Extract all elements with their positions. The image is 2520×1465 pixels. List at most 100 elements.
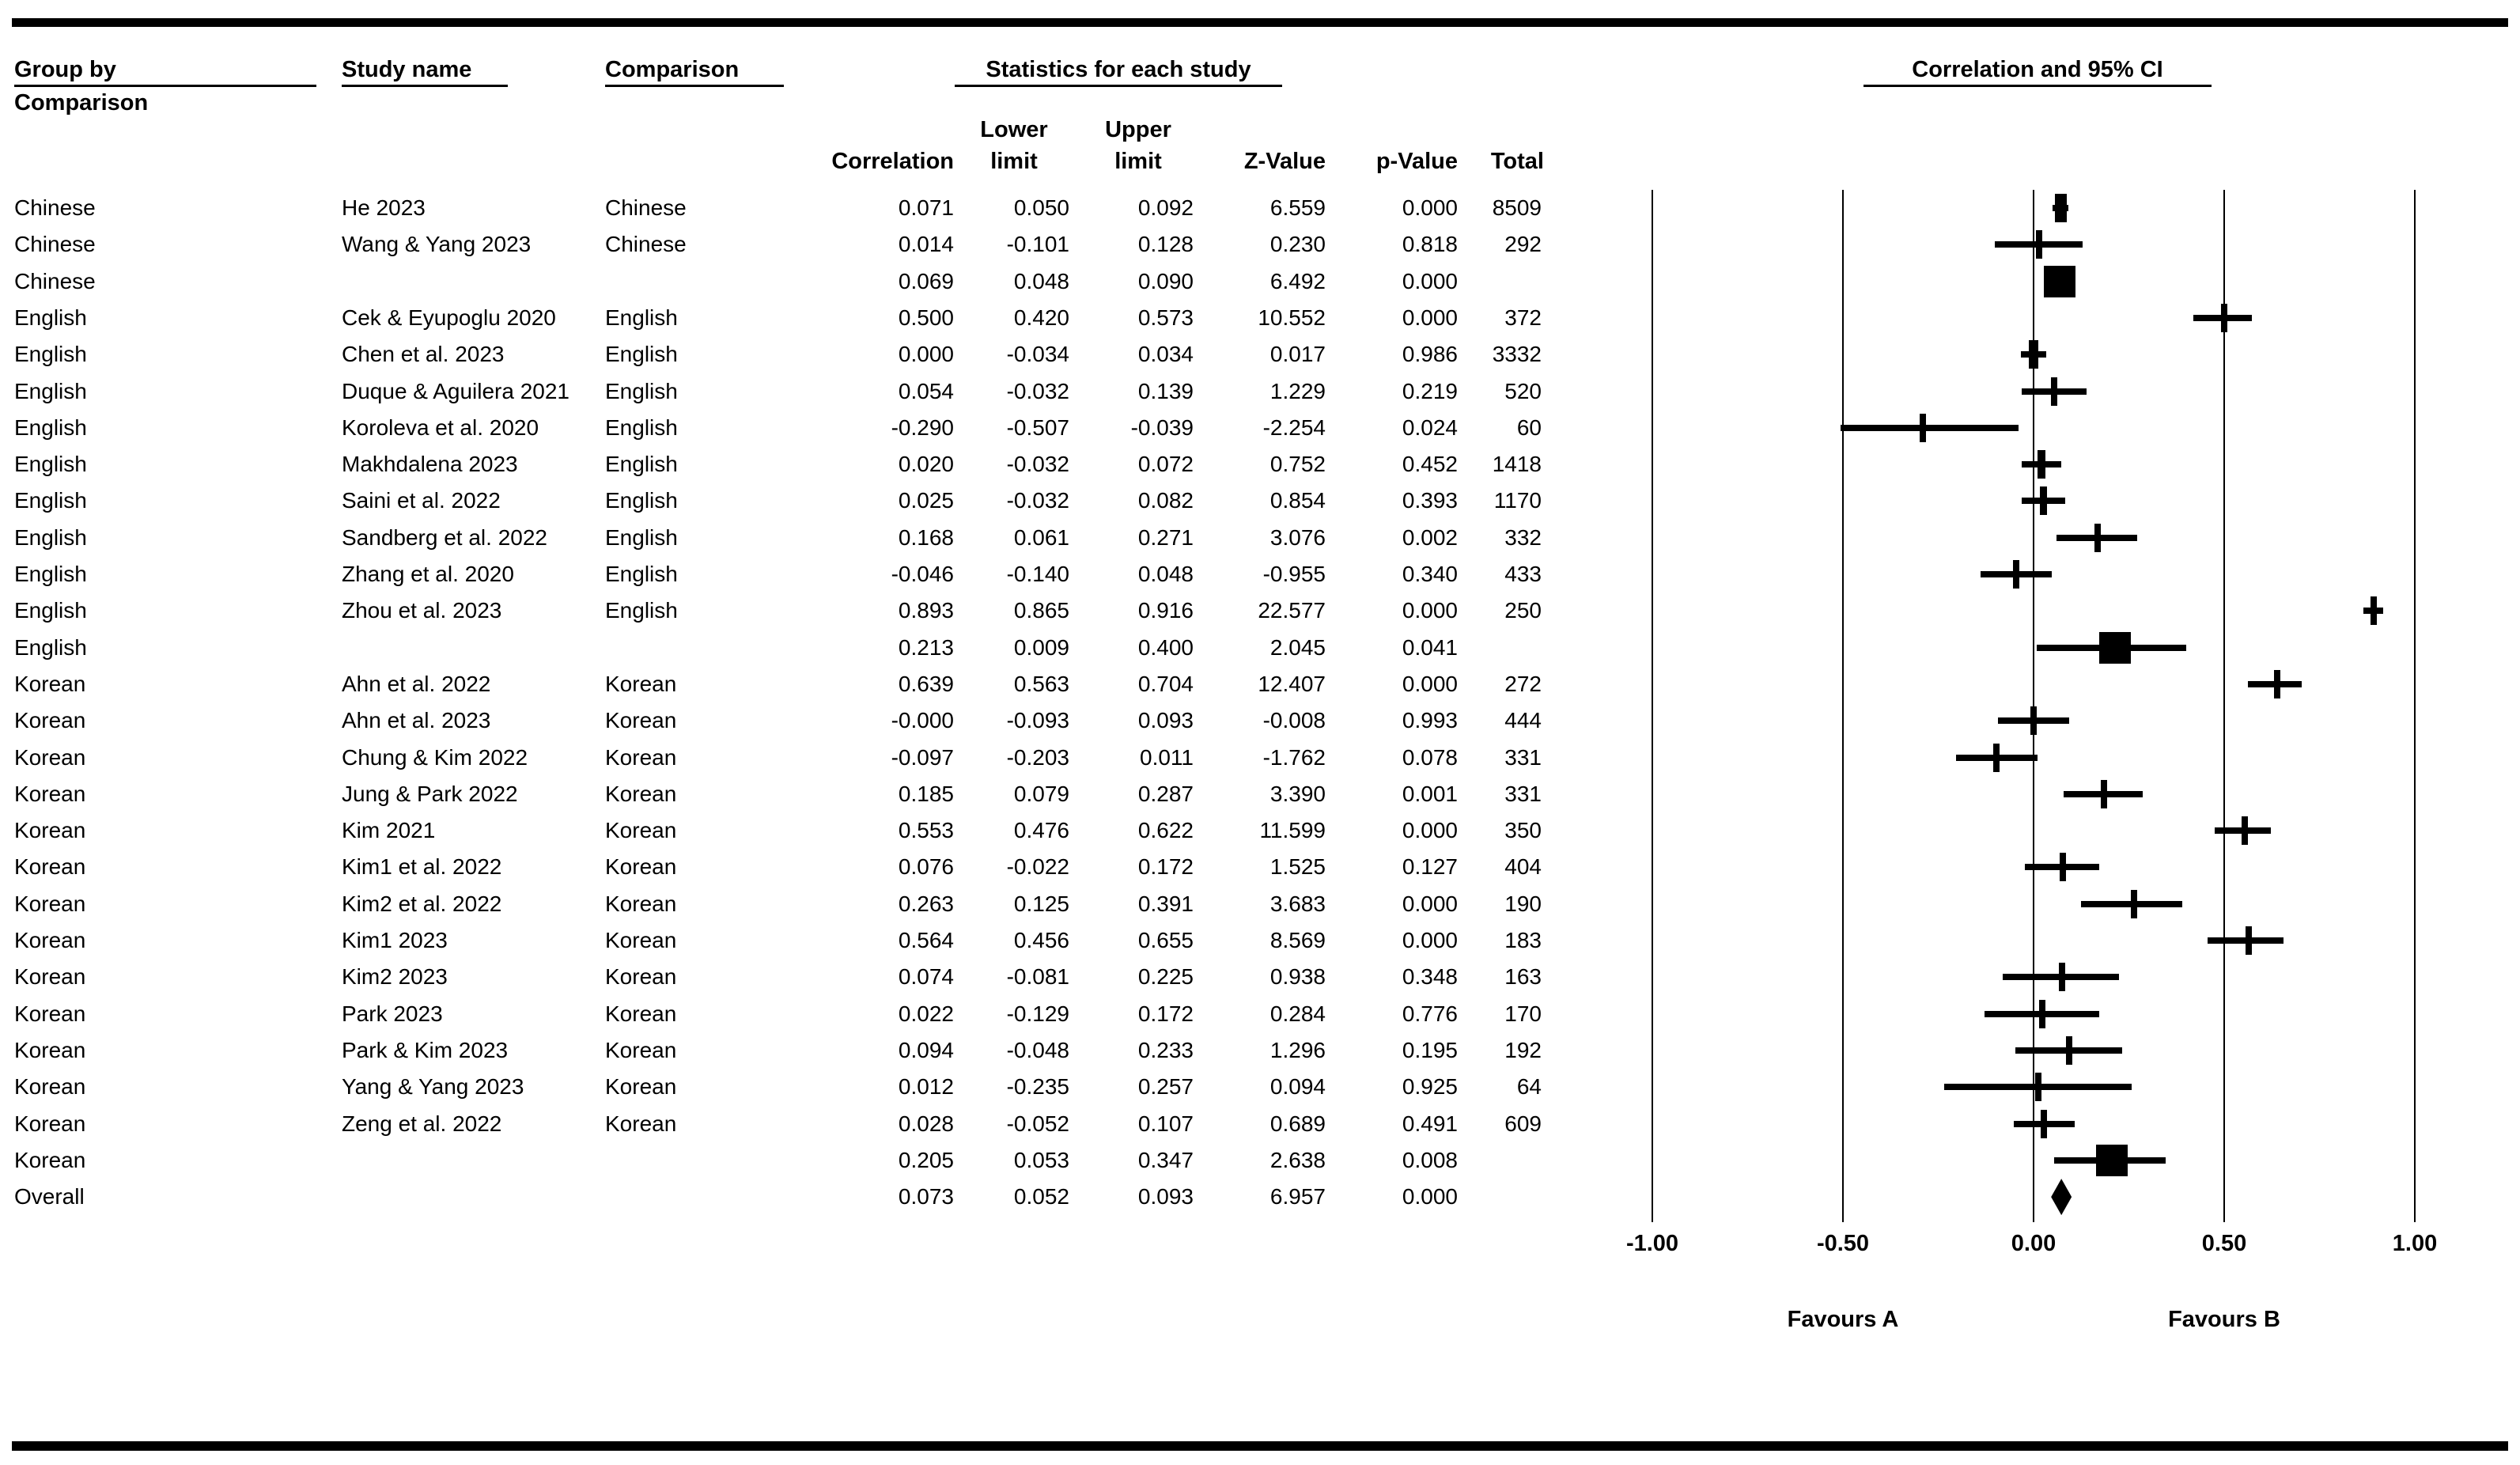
cell-p-value: 0.000 xyxy=(1402,1184,1458,1209)
cell-lower-limit: -0.235 xyxy=(1006,1074,1069,1100)
cell-p-value: 0.078 xyxy=(1402,744,1458,770)
cell-group: English xyxy=(14,452,87,477)
cell-comparison: English xyxy=(605,524,678,550)
cell-correlation: 0.074 xyxy=(898,964,954,990)
cell-p-value: 0.000 xyxy=(1402,598,1458,623)
cell-total: 1418 xyxy=(1492,452,1542,477)
col-header-correlation: Correlation xyxy=(831,149,954,174)
cell-study-name: Saini et al. 2022 xyxy=(342,488,501,513)
cell-total: 332 xyxy=(1504,524,1542,550)
cell-group: English xyxy=(14,598,87,623)
point-marker xyxy=(1993,743,2000,772)
cell-z-value: -0.955 xyxy=(1262,562,1326,586)
cell-group: Korean xyxy=(14,818,86,843)
cell-upper-limit: 0.225 xyxy=(1137,964,1194,990)
plot-title: Correlation and 95% CI xyxy=(1912,57,2163,82)
cell-p-value: 0.925 xyxy=(1402,1074,1458,1100)
cell-correlation: 0.028 xyxy=(898,1111,954,1136)
cell-study-name: Kim1 2023 xyxy=(342,928,448,952)
cell-z-value: 1.296 xyxy=(1269,1037,1326,1062)
point-marker xyxy=(2051,377,2058,406)
cell-upper-limit: 0.048 xyxy=(1137,562,1194,586)
cell-correlation: 0.639 xyxy=(898,671,954,696)
cell-study-name: Yang & Yang 2023 xyxy=(342,1074,524,1100)
cell-correlation: 0.076 xyxy=(898,854,954,880)
point-marker xyxy=(2059,853,2066,882)
point-marker xyxy=(2101,779,2108,808)
point-marker xyxy=(2241,816,2248,846)
subheader-upper: Upper xyxy=(1105,117,1171,142)
point-marker xyxy=(2038,999,2045,1028)
favours-a-label: Favours A xyxy=(1787,1307,1899,1332)
cell-lower-limit: 0.048 xyxy=(1013,268,1069,293)
cell-comparison: Korean xyxy=(605,964,677,990)
cell-group: Korean xyxy=(14,1037,86,1062)
col-header-total: Total xyxy=(1490,149,1544,174)
cell-group: Chinese xyxy=(14,195,96,220)
cell-correlation: 0.020 xyxy=(898,452,954,477)
axis-gridline xyxy=(2414,190,2416,1222)
top-rule xyxy=(12,18,2508,27)
cell-group: English xyxy=(14,634,87,660)
point-marker xyxy=(2371,596,2378,626)
cell-total: 433 xyxy=(1504,562,1542,586)
plot-title-underline xyxy=(1864,85,2212,87)
cell-p-value: 0.000 xyxy=(1402,928,1458,952)
cell-upper-limit: 0.011 xyxy=(1140,744,1194,770)
cell-study-name: Sandberg et al. 2022 xyxy=(342,524,547,550)
cell-lower-limit: -0.052 xyxy=(1006,1111,1069,1136)
cell-p-value: 0.000 xyxy=(1402,818,1458,843)
cell-study-name: Zeng et al. 2022 xyxy=(342,1111,502,1136)
cell-upper-limit: 0.093 xyxy=(1137,1184,1194,1209)
cell-correlation: 0.213 xyxy=(898,634,954,660)
cell-lower-limit: -0.101 xyxy=(1006,232,1069,257)
point-marker xyxy=(2012,560,2019,589)
cell-group: Overall xyxy=(14,1184,85,1209)
cell-z-value: -1.762 xyxy=(1262,744,1326,770)
header-group-by-line2: Comparison xyxy=(14,90,149,115)
cell-lower-limit: 0.125 xyxy=(1013,891,1069,916)
cell-p-value: 0.024 xyxy=(1402,415,1458,440)
cell-z-value: 0.284 xyxy=(1269,1001,1326,1026)
cell-comparison: Korean xyxy=(605,1111,677,1136)
cell-comparison: English xyxy=(605,342,678,367)
cell-group: Korean xyxy=(14,891,86,916)
cell-study-name: Ahn et al. 2023 xyxy=(342,708,491,733)
cell-group: Korean xyxy=(14,1074,86,1100)
cell-comparison: Korean xyxy=(605,818,677,843)
cell-group: English xyxy=(14,524,87,550)
cell-comparison: English xyxy=(605,598,678,623)
cell-total: 190 xyxy=(1504,891,1542,916)
cell-p-value: 0.993 xyxy=(1402,708,1458,733)
cell-p-value: 0.219 xyxy=(1402,378,1458,403)
cell-lower-limit: -0.022 xyxy=(1006,854,1069,880)
cell-p-value: 0.000 xyxy=(1402,195,1458,220)
cell-z-value: 2.638 xyxy=(1269,1147,1326,1172)
cell-comparison: Korean xyxy=(605,1037,677,1062)
cell-study-name: Jung & Park 2022 xyxy=(342,781,518,806)
cell-total: 331 xyxy=(1504,744,1542,770)
cell-p-value: 0.986 xyxy=(1402,342,1458,367)
cell-study-name: Cek & Eyupoglu 2020 xyxy=(342,305,556,330)
point-marker xyxy=(2034,1073,2041,1102)
cell-p-value: 0.818 xyxy=(1402,232,1458,257)
cell-lower-limit: 0.420 xyxy=(1013,305,1069,330)
cell-correlation: -0.046 xyxy=(891,562,954,586)
cell-study-name: Kim1 et al. 2022 xyxy=(342,854,502,880)
col-header-lower-limit: limit xyxy=(990,149,1038,174)
overall-diamond-marker xyxy=(2051,1179,2072,1216)
cell-correlation: 0.094 xyxy=(898,1037,954,1062)
cell-correlation: 0.073 xyxy=(898,1184,954,1209)
cell-study-name: Ahn et al. 2022 xyxy=(342,671,491,696)
point-marker xyxy=(2029,340,2038,369)
cell-group: Korean xyxy=(14,964,86,990)
point-marker xyxy=(2245,926,2252,955)
cell-lower-limit: -0.203 xyxy=(1006,744,1069,770)
cell-lower-limit: -0.081 xyxy=(1006,964,1069,990)
cell-group: Chinese xyxy=(14,232,96,257)
cell-total: 1170 xyxy=(1493,488,1542,513)
axis-gridline xyxy=(1842,190,1844,1222)
cell-lower-limit: -0.507 xyxy=(1006,415,1069,440)
cell-comparison: English xyxy=(605,415,678,440)
